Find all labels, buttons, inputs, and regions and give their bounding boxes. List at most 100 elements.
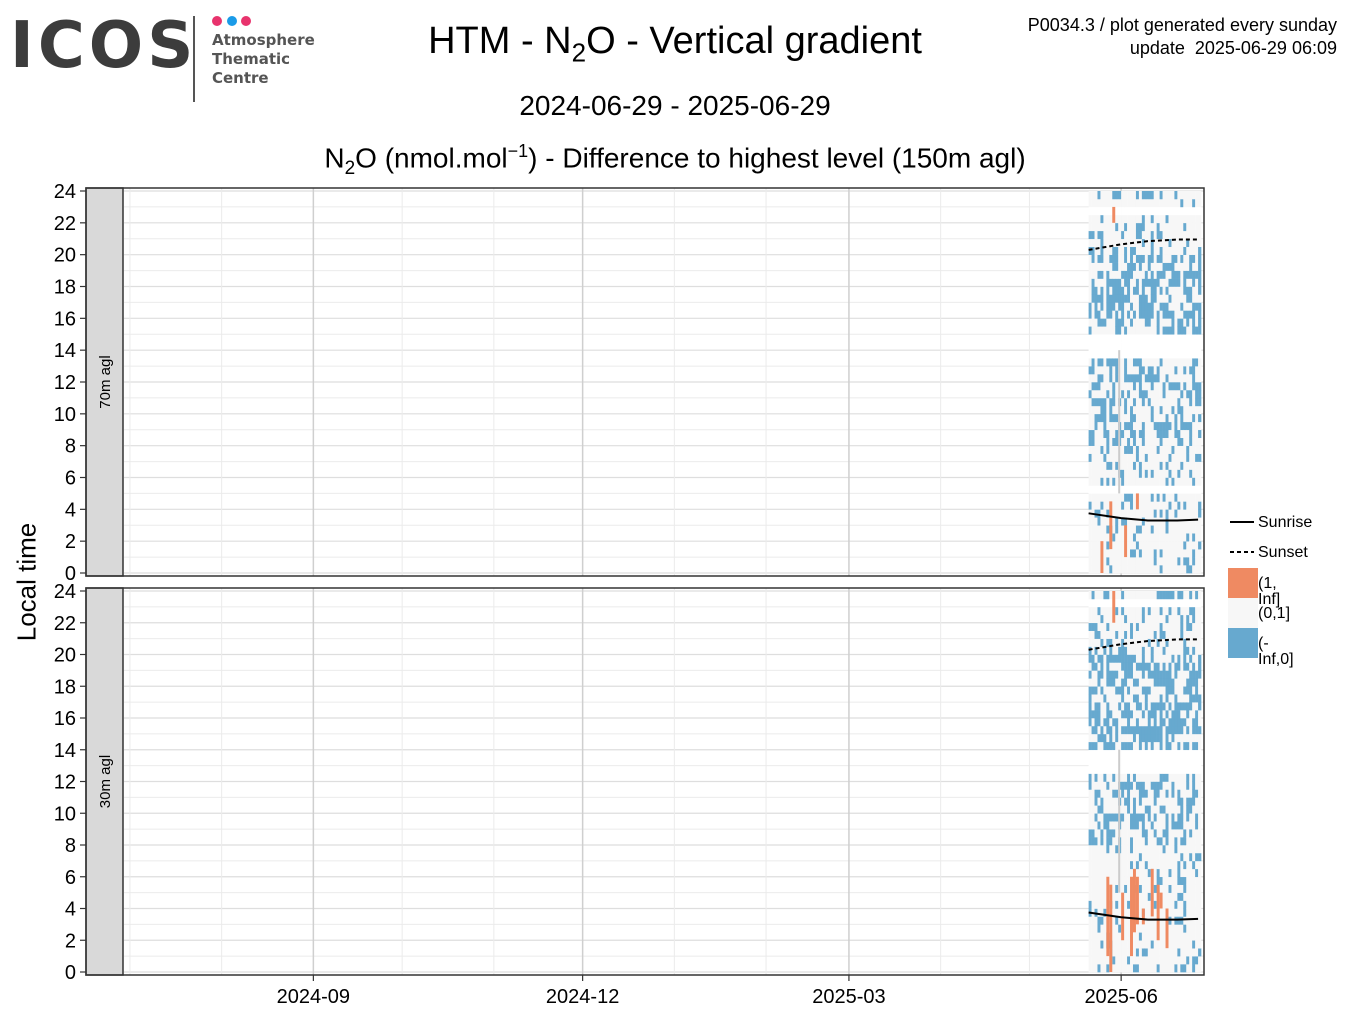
heatmap-cell xyxy=(1156,485,1160,494)
heatmap-cell xyxy=(1162,342,1166,351)
heatmap-cell xyxy=(1097,710,1101,719)
heatmap-cell xyxy=(1183,606,1187,616)
heatmap-cell xyxy=(1091,852,1095,862)
heatmap-cell xyxy=(1183,565,1187,574)
heatmap-cell xyxy=(1165,525,1169,534)
heatmap-cell xyxy=(1135,646,1140,655)
heatmap-cell xyxy=(1177,924,1181,933)
heatmap-cell xyxy=(1127,670,1131,679)
heatmap-cell xyxy=(1109,191,1113,200)
heatmap-cell xyxy=(1115,837,1119,846)
heatmap-cell xyxy=(1162,606,1166,616)
heatmap-cell xyxy=(1097,366,1101,375)
heatmap-cell xyxy=(1189,437,1193,446)
heatmap-cell xyxy=(1091,334,1095,343)
heatmap-cell xyxy=(1144,797,1149,806)
heatmap-cell xyxy=(1097,382,1101,391)
heatmap-cell xyxy=(1118,654,1122,663)
heatmap-cell xyxy=(1115,358,1119,367)
heatmap-cell xyxy=(1195,278,1199,287)
heatmap-cell xyxy=(1177,326,1181,335)
heatmap-cell xyxy=(1195,302,1199,311)
heatmap-cell xyxy=(1132,725,1137,735)
heatmap-cell xyxy=(1127,286,1131,295)
heatmap-cell xyxy=(1094,198,1098,208)
heatmap-cell xyxy=(1127,741,1131,751)
heatmap-cell xyxy=(1171,940,1175,949)
heatmap-cell xyxy=(1156,453,1160,462)
heatmap-cell xyxy=(1189,278,1193,287)
heatmap-cell xyxy=(1183,868,1187,878)
heatmap-cell xyxy=(1198,429,1202,439)
heatmap-cell xyxy=(1147,948,1152,957)
heatmap-cell xyxy=(1132,310,1137,319)
y-tick-label: 4 xyxy=(65,499,76,521)
heatmap-cell xyxy=(1174,591,1178,600)
heatmap-cell xyxy=(1124,964,1128,973)
heatmap-cell xyxy=(1198,238,1202,248)
heatmap-cell xyxy=(1180,278,1184,287)
heatmap-cell xyxy=(1138,397,1143,407)
heatmap-cell xyxy=(1183,797,1187,806)
heatmap-cell xyxy=(1171,694,1175,703)
heatmap-cell xyxy=(1180,230,1184,240)
heatmap-cell xyxy=(1103,757,1107,766)
heatmap-cell xyxy=(1100,837,1104,846)
heatmap-cell xyxy=(1103,509,1107,518)
heatmap-cell xyxy=(1195,598,1199,608)
heatmap-cell xyxy=(1109,646,1113,655)
heatmap-cell xyxy=(1198,868,1202,878)
heatmap-cell xyxy=(1186,638,1190,647)
heatmap-cell xyxy=(1180,940,1184,949)
heatmap-cell xyxy=(1124,191,1128,200)
heatmap-cell xyxy=(1192,477,1196,486)
heatmap-cell xyxy=(1186,358,1190,367)
heatmap-cell xyxy=(1195,533,1199,542)
heatmap-cell xyxy=(1088,421,1092,431)
heatmap-cell xyxy=(1132,805,1137,814)
heatmap-cell xyxy=(1150,358,1154,367)
heatmap-cell xyxy=(1189,222,1193,232)
heatmap-cell xyxy=(1159,509,1163,518)
heatmap-cell xyxy=(1153,405,1157,415)
heatmap-cell xyxy=(1156,477,1160,486)
heatmap-cell xyxy=(1156,286,1160,295)
heatmap-cell xyxy=(1189,397,1193,407)
heatmap-cell xyxy=(1165,852,1169,862)
heatmap-cell xyxy=(1138,606,1143,616)
heatmap-cell xyxy=(1177,813,1181,822)
heatmap-cell xyxy=(1198,342,1202,351)
heatmap-cell xyxy=(1168,670,1172,679)
heatmap-cell xyxy=(1183,230,1187,240)
heatmap-cell xyxy=(1094,350,1098,359)
heatmap-cell xyxy=(1153,654,1157,663)
heatmap-cell xyxy=(1141,286,1146,295)
heatmap-cell xyxy=(1174,662,1178,671)
heatmap-cell xyxy=(1103,485,1107,494)
heatmap-cell xyxy=(1124,413,1128,423)
heatmap-cell xyxy=(1088,829,1092,838)
heatmap-cell xyxy=(1112,725,1116,735)
heatmap-cell xyxy=(1127,278,1131,287)
heatmap-cell xyxy=(1147,884,1152,893)
heatmap-cell xyxy=(1127,638,1131,647)
heatmap-cell xyxy=(1130,654,1134,663)
heatmap-cell xyxy=(1141,477,1146,486)
heatmap-cell xyxy=(1186,437,1190,446)
heatmap-cell xyxy=(1109,557,1113,566)
heatmap-cell xyxy=(1162,638,1166,647)
heatmap-cell xyxy=(1150,940,1154,949)
heatmap-cell xyxy=(1091,270,1095,279)
heatmap-cell xyxy=(1159,477,1163,486)
heatmap-cell xyxy=(1189,533,1193,542)
heatmap-cell xyxy=(1138,741,1143,751)
heatmap-cell xyxy=(1165,710,1169,719)
heatmap-cell xyxy=(1171,350,1175,359)
heatmap-cell xyxy=(1088,591,1092,600)
heatmap-cell xyxy=(1165,549,1169,558)
heatmap-cell xyxy=(1121,286,1125,295)
heatmap-cell xyxy=(1153,733,1157,743)
heatmap-cell xyxy=(1189,805,1193,814)
heatmap-cell xyxy=(1091,214,1095,224)
y-tick-label: 20 xyxy=(54,245,76,267)
